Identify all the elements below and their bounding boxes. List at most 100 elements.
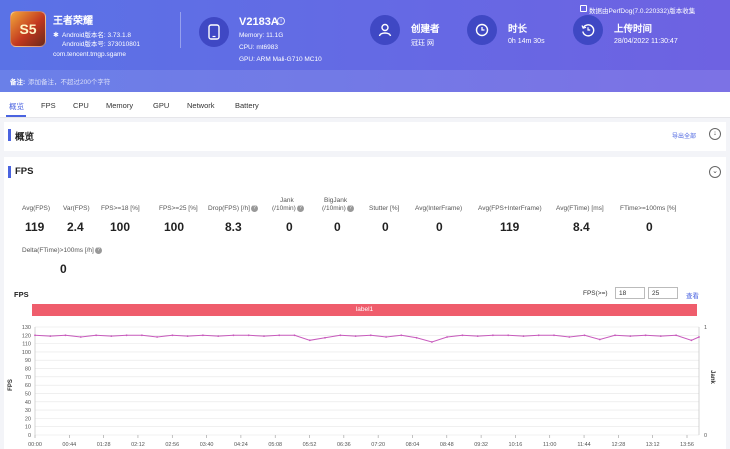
export-all-link[interactable]: 导出全部 (672, 134, 697, 140)
note-label: 备注: (10, 79, 26, 86)
fps-point (400, 334, 403, 337)
stat-label: Avg(FPS+InterFrame) (478, 205, 542, 212)
section-marker (8, 166, 11, 178)
x-tick-label: 00:00 (28, 442, 42, 448)
app-icon: S5 (10, 11, 46, 47)
tab-cpu[interactable]: CPU (73, 101, 89, 110)
x-tick-label: 08:48 (440, 442, 454, 448)
duration-label: 时长 (508, 24, 528, 35)
y2-axis-ticks: 01 (704, 325, 707, 439)
fps-point (507, 334, 510, 337)
tab-network[interactable]: Network (187, 101, 215, 110)
phone-icon (199, 17, 229, 47)
stat-value: 0 (382, 220, 389, 234)
threshold-input-2[interactable] (648, 287, 678, 299)
fps-point (446, 336, 448, 338)
help-icon[interactable]: ? (94, 247, 102, 254)
x-tick-label: 13:12 (646, 442, 660, 448)
app-icon-glyph: S5 (19, 21, 37, 37)
y-tick-label: 130 (22, 325, 31, 331)
note-input[interactable]: 添加备注，不超过200个字符 (28, 79, 111, 86)
header-divider (180, 12, 181, 48)
overview-title: 概览 (15, 132, 35, 143)
y-axis-ticks: 0 10 20 30 40 50 60 70 80 90 100 110 120 130 (22, 325, 31, 439)
fps-point (232, 334, 235, 337)
fps-point (522, 335, 525, 337)
stat-value: 0 (286, 220, 293, 234)
label-band[interactable]: label1 (32, 304, 697, 316)
x-tick-label: 12:28 (611, 442, 625, 448)
fps-point (49, 335, 52, 337)
x-tick-label: 06:36 (337, 442, 351, 448)
fps-point (186, 335, 189, 337)
stat-value: 0 (60, 262, 67, 276)
section-marker (8, 129, 11, 141)
tab-overview[interactable]: 概览 (9, 102, 24, 111)
threshold-label: FPS(>=) (583, 290, 608, 297)
y2-tick-label: 1 (704, 325, 707, 331)
query-link[interactable]: 查看 (686, 293, 699, 300)
stat-label: BigJank (324, 197, 348, 204)
fps-point (369, 334, 372, 337)
device-model: V2183A (239, 16, 279, 28)
collapse-icon[interactable]: ⌄ (709, 166, 721, 178)
download-icon[interactable]: ↓ (709, 128, 721, 140)
stat-label: Avg(FPS) (22, 205, 51, 212)
fps-point (431, 341, 433, 343)
fps-point (79, 336, 82, 338)
tab-fps[interactable]: FPS (41, 101, 56, 110)
tab-bar (0, 92, 730, 118)
fps-point (476, 335, 479, 337)
help-icon[interactable]: ? (296, 205, 304, 212)
fps-point (202, 334, 204, 337)
fps-point (171, 334, 174, 337)
fps-point (614, 334, 616, 337)
help-icon[interactable]: ? (250, 205, 258, 212)
x-tick-label: 08:04 (406, 442, 420, 448)
y-tick-label: 10 (25, 425, 31, 431)
stat-label-text: (/10min) (272, 205, 296, 213)
y-tick-label: 120 (22, 333, 31, 339)
y-tick-label: 30 (25, 408, 31, 414)
stat-value: 100 (110, 220, 131, 234)
collector-note: 数据由PerfDog(7.0.220332)版本收集 (589, 8, 696, 15)
threshold-input-1[interactable] (615, 287, 645, 299)
export-icon[interactable] (580, 5, 587, 12)
x-tick-label: 04:24 (234, 442, 248, 448)
report-header (0, 0, 730, 92)
y-tick-label: 80 (25, 367, 31, 373)
y-tick-label: 50 (25, 391, 31, 397)
stat-label: FPS>=25 [%] (159, 205, 198, 212)
stat-label-text: Delta(FTime)>100ms [/h] (22, 247, 94, 255)
device-memory: Memory: 11.1G (239, 32, 284, 39)
stat-label: Jank (280, 197, 294, 204)
fps-point (583, 334, 586, 337)
stat-label: (/10min)? (322, 205, 354, 212)
help-icon[interactable]: ? (346, 205, 354, 212)
fps-point (339, 334, 342, 337)
fps-point (568, 336, 571, 338)
info-icon[interactable]: i (277, 17, 285, 25)
x-tick-label: 02:12 (131, 442, 145, 448)
note-bar (0, 70, 730, 92)
fps-title: FPS (15, 166, 34, 177)
tab-memory[interactable]: Memory (106, 101, 134, 110)
fps-point (293, 334, 296, 337)
x-tick-label: 13:56 (680, 442, 694, 448)
app-version-name: Android版本名: 3.73.1.8 (62, 32, 132, 39)
tab-gpu[interactable]: GPU (153, 101, 170, 110)
x-tick-label: 11:00 (543, 442, 556, 448)
fps-point (278, 334, 281, 337)
stat-label: Stutter [%] (369, 205, 400, 212)
fps-point (461, 334, 464, 337)
y-tick-label: 70 (25, 375, 31, 381)
device-cpu: CPU: mt6983 (239, 44, 279, 51)
active-tab-indicator (6, 115, 26, 117)
stat-value: 2.4 (67, 220, 84, 234)
y-tick-label: 0 (28, 433, 31, 439)
tab-battery[interactable]: Battery (235, 101, 259, 110)
y-tick-label: 100 (22, 350, 31, 356)
fps-point (247, 334, 250, 337)
fps-point (263, 335, 265, 337)
